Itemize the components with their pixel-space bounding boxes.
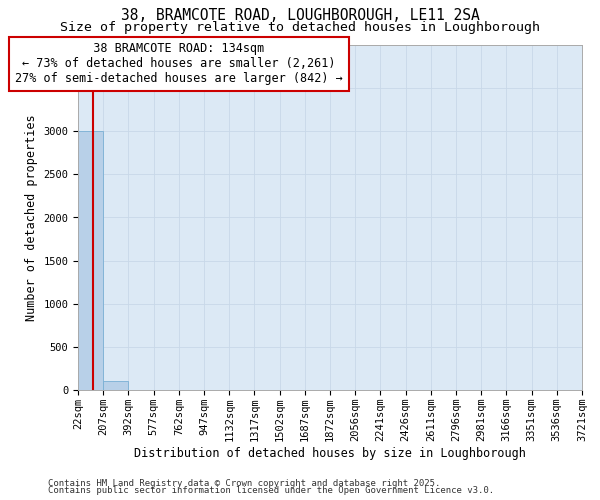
Y-axis label: Number of detached properties: Number of detached properties	[25, 114, 38, 321]
Bar	[103, 382, 128, 390]
Text: 38, BRAMCOTE ROAD, LOUGHBOROUGH, LE11 2SA: 38, BRAMCOTE ROAD, LOUGHBOROUGH, LE11 2S…	[121, 8, 479, 22]
Text: Contains HM Land Registry data © Crown copyright and database right 2025.: Contains HM Land Registry data © Crown c…	[48, 478, 440, 488]
Text: Size of property relative to detached houses in Loughborough: Size of property relative to detached ho…	[60, 22, 540, 35]
X-axis label: Distribution of detached houses by size in Loughborough: Distribution of detached houses by size …	[134, 447, 526, 460]
Text: Contains public sector information licensed under the Open Government Licence v3: Contains public sector information licen…	[48, 486, 494, 495]
Bar	[78, 131, 103, 390]
Text: 38 BRAMCOTE ROAD: 134sqm  
← 73% of detached houses are smaller (2,261)
27% of s: 38 BRAMCOTE ROAD: 134sqm ← 73% of detach…	[15, 42, 343, 86]
